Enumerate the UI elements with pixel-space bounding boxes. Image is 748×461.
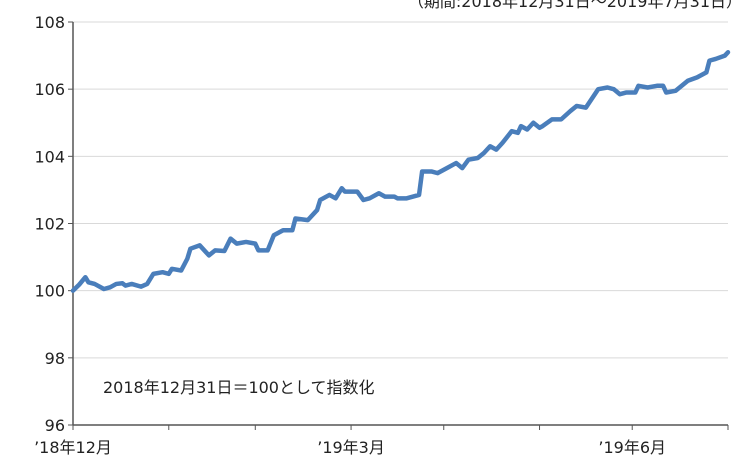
x-tick-label: ’19年3月 <box>317 438 385 457</box>
chart-subtitle: （期間:2018年12月31日～2019年7月31日） <box>408 0 742 11</box>
x-tick-label: ’19年6月 <box>598 438 666 457</box>
y-tick-label: 104 <box>34 147 65 166</box>
y-tick-label: 106 <box>34 80 65 99</box>
y-tick-label: 100 <box>34 282 65 301</box>
y-tick-label: 98 <box>45 349 65 368</box>
annotation: 2018年12月31日＝100として指数化 <box>103 378 375 397</box>
y-tick-label: 108 <box>34 13 65 32</box>
x-tick-label: ’18年12月 <box>34 438 112 457</box>
y-tick-label: 96 <box>45 416 65 435</box>
line-series <box>70 49 731 293</box>
y-tick-label: 102 <box>34 215 65 234</box>
